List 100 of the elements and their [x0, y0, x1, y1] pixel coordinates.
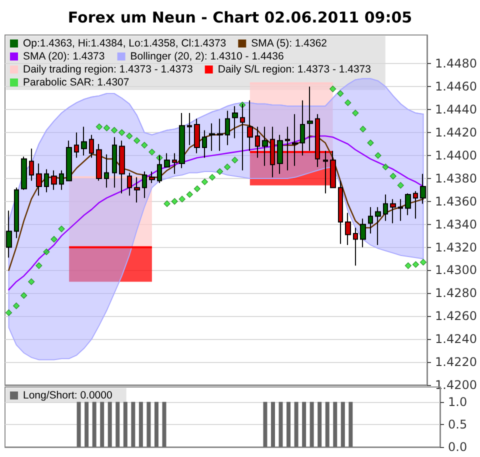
candlestick [375, 206, 381, 246]
candlestick [14, 187, 19, 239]
point [118, 129, 126, 136]
candlestick [413, 190, 418, 220]
point [374, 152, 382, 159]
candlestick [6, 210, 12, 258]
point [337, 90, 344, 97]
candlestick [209, 122, 215, 152]
point [50, 236, 58, 243]
candlestick [112, 136, 117, 188]
point [148, 148, 156, 156]
candlestick [202, 130, 207, 158]
candlestick [270, 126, 275, 178]
candlestick [134, 176, 140, 204]
point [194, 185, 200, 192]
candlestick [96, 144, 102, 182]
point [134, 137, 140, 144]
candlestick [142, 171, 147, 198]
candlestick [330, 150, 336, 188]
candlestick [307, 86, 313, 152]
point [367, 140, 374, 146]
point [412, 261, 420, 268]
point [164, 200, 170, 207]
point [186, 191, 193, 198]
candlestick [179, 112, 185, 169]
y-tick-label: 1.4340 [435, 217, 478, 232]
point [208, 174, 216, 181]
legend-label: Op:1.4363, Hi:1.4384, Lo:1.4358, Cl:1.4373 [23, 38, 226, 50]
candlestick [164, 152, 170, 168]
y-tick-label: 1.4240 [435, 332, 478, 346]
candlestick [292, 114, 298, 166]
y-tick-label: 1.4280 [435, 286, 478, 300]
candlestick [149, 171, 155, 184]
candlestick [21, 156, 27, 190]
candlestick [59, 170, 64, 190]
candlestick [225, 110, 230, 146]
candlestick [285, 126, 290, 171]
y-tick-label: 1.4420 [435, 126, 478, 140]
point [28, 278, 35, 286]
candlestick [277, 134, 283, 174]
legend-label: Parabolic SAR: 1.4307 [23, 76, 130, 88]
point [141, 142, 148, 148]
y-tick-label: 0.0 [448, 440, 468, 454]
point [352, 110, 359, 116]
candlestick [405, 192, 411, 216]
candlestick [247, 100, 253, 152]
candlestick [104, 154, 109, 188]
legend-label: Daily S/L region: 1.4373 - 1.4373 [218, 64, 372, 76]
candlestick [420, 173, 426, 204]
point [5, 309, 12, 316]
candlestick [315, 114, 320, 168]
point [344, 99, 352, 106]
candlestick [119, 140, 125, 194]
candlestick [217, 118, 223, 152]
y-tick-label: 1.4300 [435, 263, 478, 278]
legend-label: Long/Short: 0.0000 [23, 390, 112, 402]
candlestick [353, 227, 358, 266]
candlestick [323, 150, 328, 194]
legend-label: SMA (20): 1.4373 [23, 50, 105, 62]
candlestick [262, 126, 268, 166]
candlestick [36, 163, 42, 196]
point [58, 226, 65, 232]
legend-label: SMA (5): 1.4362 [251, 38, 328, 50]
point [201, 178, 208, 186]
y-tick-label: 1.4320 [435, 240, 478, 254]
candlestick [51, 170, 57, 190]
candlestick [172, 152, 177, 174]
point [390, 172, 396, 180]
y-tick-label: 1.4400 [435, 148, 478, 162]
y-tick-label: 1.4260 [435, 309, 478, 324]
y-tick-label: 1.4460 [435, 80, 478, 94]
point [36, 262, 42, 269]
candlestick [74, 132, 79, 158]
point [397, 182, 404, 189]
point [103, 124, 110, 132]
point [382, 164, 389, 170]
candlestick [232, 106, 238, 139]
candlestick [255, 126, 260, 158]
point [178, 196, 186, 202]
y-tick-label: 1.4380 [435, 171, 478, 186]
candlestick [383, 194, 388, 222]
point [20, 292, 28, 299]
point [171, 198, 178, 205]
y-tick-label: 1.4360 [435, 194, 478, 208]
candlestick [360, 218, 366, 248]
chart-title: Forex um Neun - Chart 02.06.2011 09:05 [68, 8, 412, 26]
point [110, 126, 118, 134]
line-series [8, 78, 424, 222]
legend-label: Bollinger (20, 2): 1.4310 - 1.4436 [130, 50, 284, 62]
candlestick [240, 103, 245, 171]
y-tick-label: 1.0 [448, 394, 468, 409]
point [420, 258, 427, 266]
line-series [8, 124, 424, 271]
candlestick [398, 198, 403, 222]
y-tick-label: 0.5 [448, 417, 468, 432]
y-tick-label: 1.4440 [435, 102, 478, 117]
point [224, 164, 231, 170]
point [216, 168, 224, 175]
candlestick [338, 180, 343, 244]
point [96, 124, 102, 130]
